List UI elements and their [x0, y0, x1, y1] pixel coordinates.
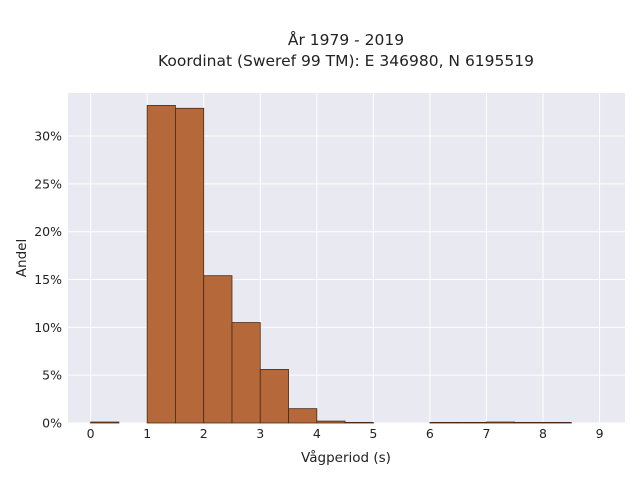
histogram-bars: [90, 105, 572, 424]
histogram-bar: [316, 420, 346, 424]
histogram-bar: [288, 408, 318, 424]
x-axis-label: Vågperiod (s): [301, 449, 391, 466]
y-tick-label: 10%: [34, 320, 62, 335]
x-tick-label: 4: [313, 426, 321, 441]
histogram-bar: [514, 421, 544, 424]
y-tick-label: 25%: [34, 176, 62, 191]
chart-title: År 1979 - 2019: [288, 30, 404, 49]
histogram-bar: [231, 322, 261, 424]
histogram-bar: [259, 369, 289, 424]
histogram-bar: [146, 105, 176, 424]
histogram-bar: [429, 421, 459, 424]
x-tick-label: 7: [482, 426, 490, 441]
histogram-bar: [175, 107, 205, 424]
x-tick-label: 6: [426, 426, 434, 441]
x-tick-label: 8: [539, 426, 547, 441]
y-tick-label: 0%: [42, 416, 62, 431]
histogram-bar: [542, 421, 572, 424]
x-tick-label: 0: [87, 426, 95, 441]
y-axis-ticks: 0% 5% 10% 15% 20% 25% 30%: [34, 129, 62, 431]
y-tick-label: 20%: [34, 224, 62, 239]
x-tick-label: 2: [200, 426, 208, 441]
y-axis-label: Andel: [14, 239, 30, 277]
histogram-bar: [486, 421, 516, 424]
y-tick-label: 5%: [42, 368, 62, 383]
x-tick-label: 5: [369, 426, 377, 441]
x-axis-ticks: 0 1 2 3 4 5 6 7 8 9: [87, 426, 604, 441]
x-tick-label: 9: [596, 426, 604, 441]
x-tick-label: 3: [256, 426, 264, 441]
y-tick-label: 30%: [34, 129, 62, 144]
chart-subtitle: Koordinat (Sweref 99 TM): E 346980, N 61…: [158, 52, 534, 70]
histogram-bar: [203, 275, 233, 424]
histogram-bar: [457, 421, 487, 424]
histogram-bar: [90, 421, 120, 424]
histogram-bar: [344, 421, 374, 424]
y-tick-label: 15%: [34, 272, 62, 287]
x-tick-label: 1: [143, 426, 151, 441]
